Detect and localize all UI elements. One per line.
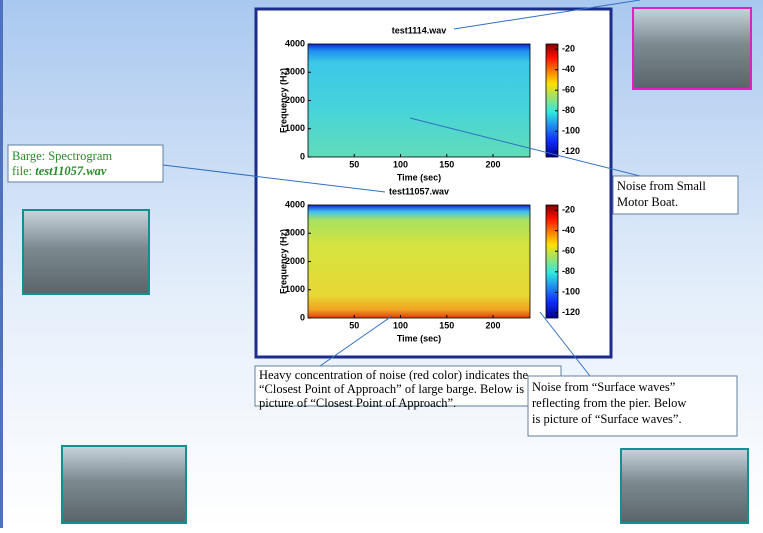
y-tick-label: 0	[300, 151, 305, 161]
x-tick-label: 100	[393, 159, 408, 169]
callout-text: Motor Boat.	[617, 195, 678, 209]
callout-text: reflecting from the pier. Below	[532, 396, 686, 410]
y-tick-label: 4000	[285, 199, 305, 209]
colorbar-tick-label: -80	[562, 105, 575, 115]
colorbar-tick-label: -40	[562, 225, 575, 235]
slide: test1114.wav5010015020001000200030004000…	[0, 0, 763, 528]
y-axis-label: Frequency (Hz)	[278, 68, 288, 133]
colorbar-tick-label: -20	[562, 44, 575, 54]
photo	[633, 8, 751, 89]
colorbar	[546, 205, 558, 318]
spectrogram	[308, 205, 530, 318]
edge	[0, 0, 3, 528]
colorbar-tick-label: -60	[562, 246, 575, 256]
photo	[62, 446, 186, 523]
colorbar-tick-label: -100	[562, 126, 580, 136]
x-axis-label: Time (sec)	[397, 172, 441, 182]
callout-text: Barge: Spectrogram	[12, 149, 112, 163]
colorbar	[546, 44, 558, 157]
panel-title: test11057.wav	[389, 186, 449, 196]
colorbar-tick-label: -120	[562, 307, 580, 317]
panel-title: test1114.wav	[392, 25, 447, 35]
x-tick-label: 50	[349, 159, 359, 169]
y-tick-label: 4000	[285, 38, 305, 48]
photo	[621, 449, 748, 523]
callout-text: Noise from “Surface waves”	[532, 380, 675, 394]
callout-text: Heavy concentration of noise (red color)…	[259, 368, 528, 382]
x-tick-label: 50	[349, 320, 359, 330]
x-tick-label: 200	[485, 159, 500, 169]
x-tick-label: 100	[393, 320, 408, 330]
colorbar-tick-label: -120	[562, 146, 580, 156]
x-axis-label: Time (sec)	[397, 333, 441, 343]
callout-text: picture of “Closest Point of Approach”.	[259, 396, 456, 410]
colorbar-tick-label: -80	[562, 266, 575, 276]
callout-text: Noise from Small	[617, 179, 706, 193]
colorbar-tick-label: -60	[562, 85, 575, 95]
photo	[23, 210, 149, 294]
x-tick-label: 150	[439, 320, 454, 330]
y-axis-label: Frequency (Hz)	[278, 229, 288, 294]
callout-text: file: test11057.wav	[12, 164, 107, 178]
colorbar-tick-label: -20	[562, 205, 575, 215]
y-tick-label: 0	[300, 312, 305, 322]
callout: Noise from “Surface waves” reflecting fro…	[532, 380, 686, 426]
callout-text: file:	[12, 164, 32, 178]
colorbar-tick-label: -40	[562, 64, 575, 74]
callout-text: is picture of “Surface waves”.	[532, 412, 682, 426]
file-name: test11057.wav	[35, 164, 107, 178]
x-tick-label: 200	[485, 320, 500, 330]
colorbar-tick-label: -100	[562, 287, 580, 297]
x-tick-label: 150	[439, 159, 454, 169]
callout-text: “Closest Point of Approach” of large bar…	[259, 382, 524, 396]
